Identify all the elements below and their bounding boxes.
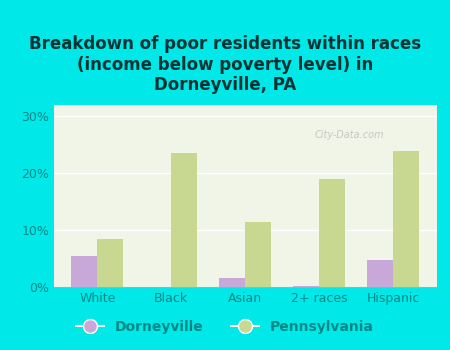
Legend: Dorneyville, Pennsylvania: Dorneyville, Pennsylvania bbox=[70, 314, 380, 340]
Bar bbox=[319, 179, 345, 287]
Bar bbox=[245, 222, 271, 287]
Bar bbox=[171, 153, 197, 287]
Bar bbox=[367, 260, 393, 287]
Bar bbox=[293, 286, 319, 287]
Bar bbox=[97, 239, 123, 287]
Bar bbox=[72, 256, 97, 287]
Text: Breakdown of poor residents within races
(income below poverty level) in
Dorneyv: Breakdown of poor residents within races… bbox=[29, 35, 421, 94]
Text: City-Data.com: City-Data.com bbox=[314, 130, 384, 140]
Bar bbox=[219, 279, 245, 287]
Bar bbox=[393, 150, 419, 287]
